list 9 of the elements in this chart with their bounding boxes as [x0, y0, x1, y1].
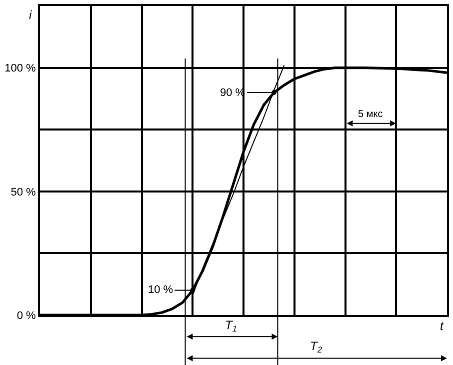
y-axis-title: i	[29, 8, 32, 22]
text: T$_{1}$	[225, 318, 238, 334]
text: T$_{2}$	[310, 339, 322, 355]
y-tick-label: 100 %	[4, 62, 36, 75]
y-tick-label: 0 %	[16, 310, 36, 322]
x-axis-title: t	[440, 319, 444, 333]
y-tick-label: 50 %	[10, 186, 36, 198]
annotation: 10 %	[148, 284, 174, 296]
annotation: 5 мкс	[358, 109, 383, 120]
